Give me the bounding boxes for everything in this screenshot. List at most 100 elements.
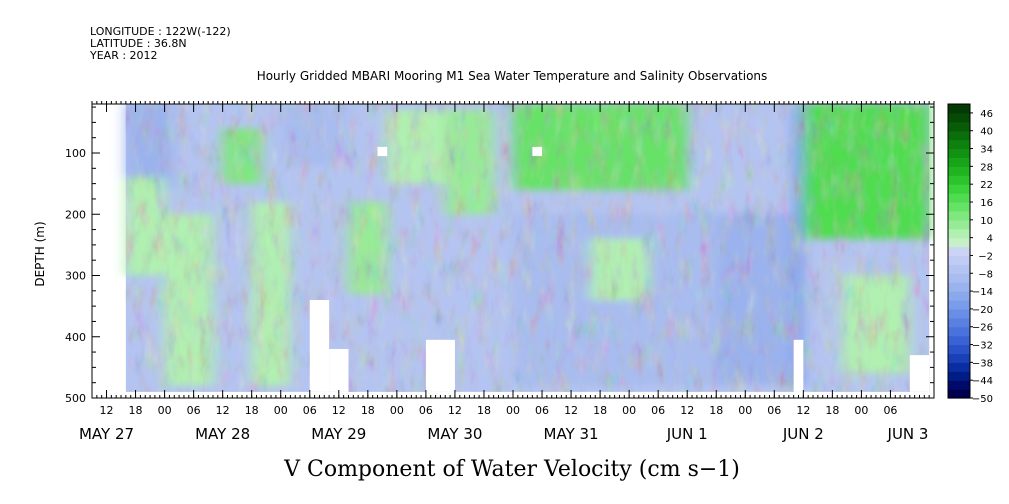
x-hour-label: 00 [390, 404, 404, 417]
x-date-label: MAY 31 [544, 425, 599, 443]
colorbar-swatch [948, 317, 970, 328]
x-hour-label: 06 [303, 404, 317, 417]
colorbar-swatch [948, 193, 970, 203]
colorbar-swatch [948, 389, 970, 399]
colorbar-swatch [948, 308, 970, 319]
x-hour-label: 06 [767, 404, 781, 417]
missing-data-gap [532, 146, 543, 157]
header-latitude: LATITUDE : 36.8N [90, 37, 187, 50]
colorbar-label: 40 [980, 127, 993, 138]
colorbar-label: −38 [972, 358, 993, 369]
chart-subtitle: V Component of Water Velocity (cm s−1) [283, 457, 740, 482]
colorbar-swatch [948, 246, 970, 257]
x-hour-label: 18 [593, 404, 607, 417]
colorbar-swatch [948, 175, 970, 185]
colorbar-label: 22 [980, 180, 993, 191]
colorbar-swatch [948, 157, 970, 167]
x-hour-label: 12 [332, 404, 346, 417]
y-axis: 100 200 300 400 500 [65, 106, 934, 405]
colorbar-swatch [948, 139, 970, 150]
x-hour-label: 18 [477, 404, 491, 417]
x-hour-label: 18 [825, 404, 839, 417]
colorbar-label: −44 [972, 376, 993, 387]
colorbar-swatch [948, 112, 970, 123]
x-date-label: JUN 1 [666, 425, 708, 443]
colorbar-label: 16 [980, 198, 993, 209]
x-hour-label: 06 [187, 404, 201, 417]
colorbar-label: −14 [972, 287, 993, 298]
colorbar-swatch [948, 335, 970, 346]
missing-data-gap [793, 339, 804, 392]
y-tick-label: 400 [65, 331, 86, 344]
x-hour-label: 00 [506, 404, 520, 417]
missing-data-gap [909, 355, 930, 392]
colorbar-swatch [948, 362, 970, 372]
colorbar-swatch [948, 326, 970, 337]
colorbar-swatch [948, 104, 970, 114]
x-hour-label: 12 [796, 404, 810, 417]
y-axis-label: DEPTH (m) [33, 221, 47, 286]
x-hour-label: 12 [216, 404, 230, 417]
colorbar-label: 46 [980, 109, 993, 120]
missing-data-gap [377, 146, 388, 157]
x-hour-label: 18 [709, 404, 723, 417]
colorbar-label: 4 [987, 234, 993, 245]
colorbar-swatch [948, 380, 970, 390]
colorbar-swatch [948, 166, 970, 176]
header-year: YEAR : 2012 [89, 49, 158, 62]
colorbar-swatch [948, 210, 970, 221]
colorbar-swatch [948, 237, 970, 248]
colorbar-frame [947, 103, 971, 399]
missing-data-gap [425, 339, 455, 392]
colorbar-swatch [948, 264, 970, 274]
x-date-label: JUN 3 [887, 425, 929, 443]
x-hour-label: 00 [158, 404, 172, 417]
x-hour-label: 00 [738, 404, 752, 417]
colorbar-swatch [948, 282, 970, 292]
colorbar-label: −8 [978, 269, 993, 280]
y-tick-label: 500 [65, 392, 86, 405]
x-hour-label: 00 [854, 404, 868, 417]
colorbar-swatch [948, 184, 970, 194]
x-hour-label: 06 [651, 404, 665, 417]
x-hour-label: 06 [535, 404, 549, 417]
colorbar-label: 28 [980, 162, 993, 173]
colorbar-swatch [948, 219, 970, 230]
colorbar-label: −32 [972, 341, 993, 352]
colorbar-label: −26 [972, 323, 993, 334]
missing-data-gap [309, 300, 330, 392]
y-tick-label: 100 [65, 147, 86, 160]
x-axis: 12 18 00 06 12 18 00 06 12 18 00 06 12 18 00 06 12 18 00 06… [79, 104, 928, 443]
x-hour-label: 18 [361, 404, 375, 417]
colorbar-swatch [948, 228, 970, 239]
x-date-label: MAY 29 [311, 425, 366, 443]
x-hour-label: 12 [100, 404, 114, 417]
x-date-label: JUN 2 [782, 425, 824, 443]
header-block: LONGITUDE : 122W(-122) LATITUDE : 36.8N … [89, 25, 231, 62]
x-hour-label: 06 [419, 404, 433, 417]
colorbar-swatch [948, 371, 970, 381]
heatmap-field [125, 104, 930, 392]
y-tick-label: 200 [65, 208, 86, 221]
colorbar-label: 34 [980, 145, 993, 156]
x-date-label: MAY 27 [79, 425, 134, 443]
x-hour-label: 12 [680, 404, 694, 417]
colorbar-label: 10 [980, 216, 993, 227]
colorbar-swatch [948, 121, 970, 132]
y-tick-label: 300 [65, 270, 86, 283]
x-hour-label: 18 [245, 404, 259, 417]
colorbar-swatch [948, 291, 970, 301]
x-hour-label: 18 [129, 404, 143, 417]
colorbar: 46 40 34 28 22 16 10 4 −2 −8 −14 −20 −26 −32 −38 −44 −50 [947, 103, 993, 405]
colorbar-swatch [948, 130, 970, 141]
colorbar-swatch [948, 273, 970, 283]
colorbar-label: −20 [972, 305, 993, 316]
colorbar-swatch [948, 300, 970, 310]
colorbar-swatch [948, 344, 970, 355]
x-date-label: MAY 30 [427, 425, 482, 443]
x-hour-label: 06 [883, 404, 897, 417]
x-hour-label: 00 [274, 404, 288, 417]
colorbar-label: −2 [978, 251, 993, 262]
x-hour-label: 12 [564, 404, 578, 417]
